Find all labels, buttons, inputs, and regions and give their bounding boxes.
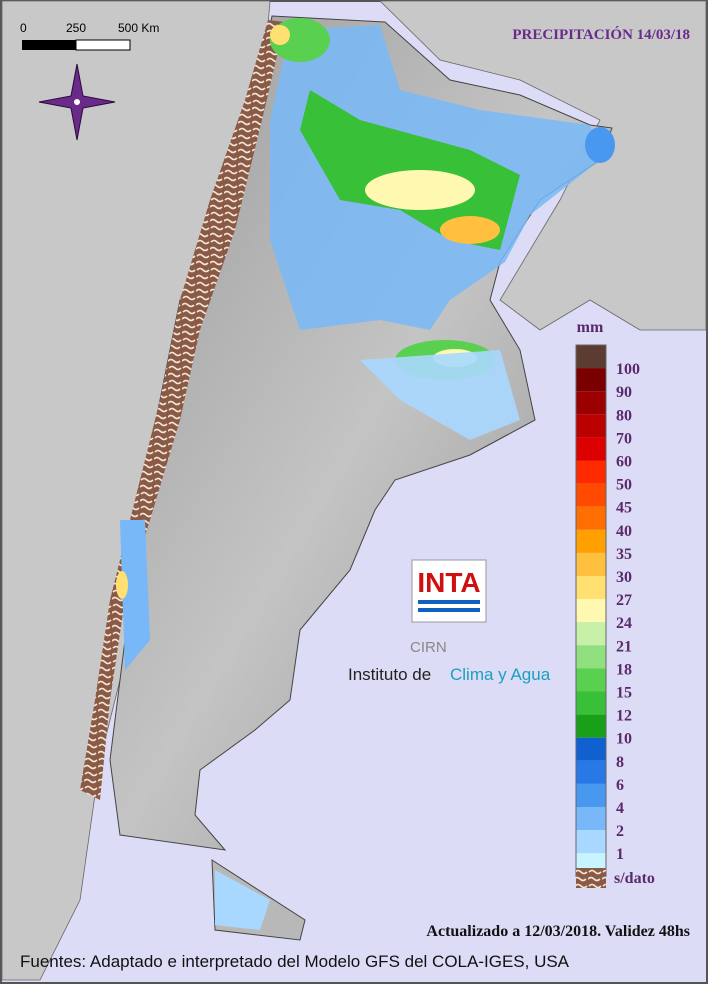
updated-note: Actualizado a 12/03/2018. Validez 48hs (426, 923, 690, 940)
map-title: PRECIPITACIÓN 14/03/18 (512, 26, 690, 43)
no-data-area (80, 20, 285, 800)
institute-prefix: Instituto de (348, 665, 431, 684)
legend-swatch (576, 622, 606, 646)
legend-label: 80 (616, 407, 632, 424)
legend-label: s/dato (614, 870, 655, 887)
legend-swatch (576, 807, 606, 831)
legend-label: 90 (616, 384, 632, 401)
precipitation (116, 18, 615, 930)
legend-swatch (576, 552, 606, 576)
legend-label: 50 (616, 477, 632, 494)
legend-swatch (576, 483, 606, 507)
legend-swatch (576, 830, 606, 854)
legend-label: 27 (616, 592, 632, 609)
legend-label: 40 (616, 523, 632, 540)
legend-label: 12 (616, 708, 632, 725)
legend-label: 6 (616, 777, 624, 794)
legend-label: 1 (616, 846, 624, 863)
legend-label: 70 (616, 430, 632, 447)
legend-label: 60 (616, 454, 632, 471)
legend-swatch (576, 391, 606, 415)
legend-swatch (576, 714, 606, 738)
institute-name: Clima y Agua (450, 665, 551, 684)
legend-swatch (576, 368, 606, 392)
legend-swatch (576, 414, 606, 438)
legend-swatch (576, 760, 606, 784)
legend-swatch (576, 868, 606, 888)
legend-label: 24 (616, 615, 632, 632)
scale-label: 500 Km (118, 21, 159, 35)
legend-swatch (576, 737, 606, 761)
legend-swatch (576, 599, 606, 623)
scale-bar (22, 40, 76, 50)
sources-note: Fuentes: Adaptado e interpretado del Mod… (20, 952, 570, 971)
legend-swatch (576, 576, 606, 600)
logo-unit: CIRN (410, 639, 447, 656)
legend-label: 4 (616, 800, 624, 817)
logo-stripe (418, 600, 480, 604)
legend-label: 18 (616, 661, 632, 678)
scale-label: 250 (66, 21, 86, 35)
legend-swatch (576, 506, 606, 530)
legend-label: 35 (616, 546, 632, 563)
legend-swatch (576, 668, 606, 692)
legend-label: 21 (616, 638, 632, 655)
logo-stripe (418, 608, 480, 612)
legend-swatch (576, 345, 606, 369)
legend-swatch (576, 645, 606, 669)
legend-swatch (576, 529, 606, 553)
legend-label: 45 (616, 500, 632, 517)
legend-label: 10 (616, 731, 632, 748)
scale-label: 0 (20, 21, 27, 35)
legend-swatch (576, 437, 606, 461)
legend-label: 30 (616, 569, 632, 586)
legend-unit: mm (577, 319, 604, 336)
legend-label: 8 (616, 754, 624, 771)
scale-bar (75, 39, 131, 51)
legend-swatch (576, 783, 606, 807)
legend-label: 100 (616, 361, 640, 378)
legend-swatch (576, 460, 606, 484)
neighbours (379, 0, 707, 331)
legend-swatch (576, 691, 606, 715)
logo-name: INTA (417, 567, 480, 598)
compass (38, 63, 116, 141)
legend-label: 15 (616, 685, 632, 702)
legend-label: 2 (616, 823, 624, 840)
